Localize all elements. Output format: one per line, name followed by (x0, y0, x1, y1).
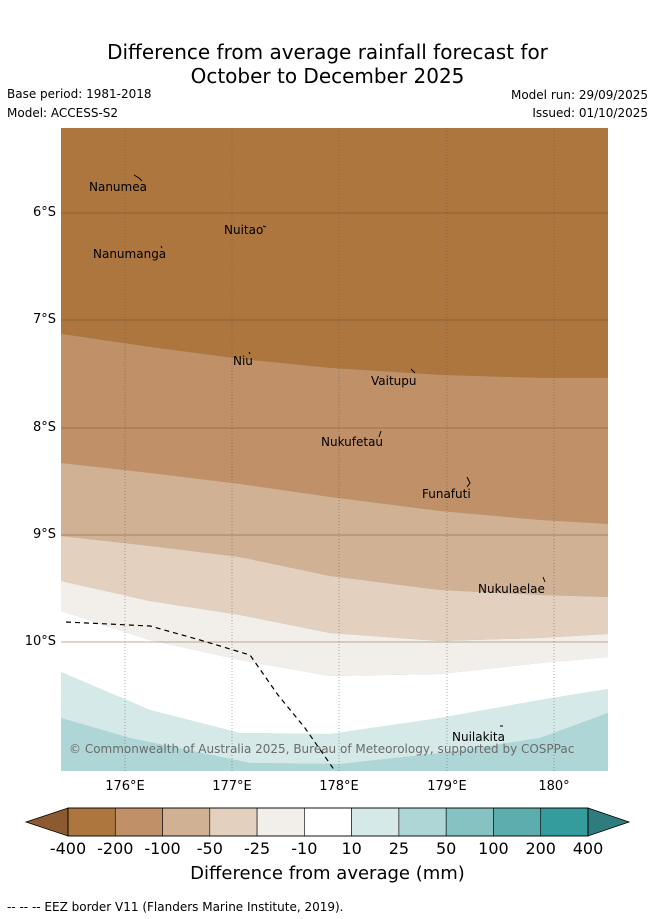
colorbar-frame (67, 807, 589, 837)
colorbar-extend-low (24, 807, 69, 837)
colorbar-tick-label: -25 (244, 839, 271, 858)
issued-date: Issued: 01/10/2025 (532, 106, 648, 120)
colorbar-cell (351, 807, 400, 837)
lat-label-10s: 10°S (24, 634, 56, 649)
place-funafuti: Funafuti (422, 487, 471, 501)
colorbar-cell (493, 807, 542, 837)
colorbar-tick-label: -10 (291, 839, 318, 858)
band-minus-100-200 (61, 334, 608, 524)
model-run-date: Model run: 29/09/2025 (510, 88, 648, 102)
colorbar-cell (162, 807, 211, 837)
island-nuitao (262, 225, 267, 228)
place-vaitupu: Vaitupu (371, 374, 417, 388)
island-nukufetau (378, 430, 382, 438)
colorbar-cell (304, 807, 352, 837)
model-name: Model: ACCESS-S2 (7, 106, 119, 120)
lat-label-7s: 7°S (32, 312, 56, 327)
copyright-notice: © Commonwealth of Australia 2025, Bureau… (69, 742, 575, 756)
island-nukulaelae (542, 576, 546, 583)
lon-label-178e: 178°E (319, 779, 359, 794)
forecast-bands (61, 128, 608, 771)
place-nuitao: Nuitao (224, 223, 264, 237)
band-minus-50-100 (61, 463, 608, 597)
colorbar-cell (114, 807, 163, 837)
island-nanumea (133, 174, 143, 182)
colorbar-cell (398, 807, 447, 837)
colorbar-tick-label: -200 (97, 839, 134, 858)
colorbar-tick-label: 50 (435, 839, 457, 858)
band-neutral (61, 611, 608, 734)
island-vaitupu (410, 368, 416, 374)
title-line-1: Difference from average rainfall forecas… (107, 40, 548, 64)
place-nanumanga: Nanumanga (93, 247, 167, 261)
colorbar-tick-label: -400 (49, 839, 87, 858)
band-10-25 (61, 672, 608, 764)
lat-label-6s: 6°S (32, 205, 56, 220)
colorbar-cells (67, 807, 589, 837)
colorbar-cell (256, 807, 305, 837)
map-title: Difference from average rainfall forecas… (0, 40, 655, 88)
band-25-50 (61, 713, 608, 771)
colorbar-cell (209, 807, 258, 837)
place-niu: Niu (233, 354, 253, 368)
lon-label-179e: 179°E (427, 779, 467, 794)
colorbar-cell (67, 807, 116, 837)
island-niu (248, 351, 251, 355)
island-nanumanga (160, 245, 163, 249)
colorbar-tick-label: -100 (144, 839, 181, 858)
colorbar-tick-label: 400 (572, 839, 604, 858)
place-nukulaelae: Nukulaelae (478, 582, 545, 596)
colorbar (24, 807, 631, 837)
colorbar-title: Difference from average (mm) (190, 863, 465, 884)
lon-label-180: 180° (538, 779, 570, 794)
band-minus-10-25 (61, 581, 608, 676)
island-funafuti (466, 476, 471, 488)
colorbar-cell (540, 807, 589, 837)
band-minus-25-50 (61, 536, 608, 641)
base-period: Base period: 1981-2018 (7, 87, 152, 101)
place-nuilakita: Nuilakita (452, 730, 505, 744)
colorbar-tick-label: 100 (478, 839, 509, 858)
lat-label-8s: 8°S (32, 420, 56, 435)
colorbar-tick-label: -50 (196, 839, 223, 858)
lon-label-177e: 177°E (212, 779, 252, 794)
colorbar-tick-label: 200 (525, 839, 556, 858)
lat-gridlines (61, 212, 608, 643)
lon-label-176e: 176°E (105, 779, 145, 794)
lon-gridlines (124, 128, 555, 771)
colorbar-tick-label: 10 (341, 839, 362, 858)
islands (133, 174, 546, 727)
place-nukufetau: Nukufetau (321, 435, 384, 449)
lat-label-9s: 9°S (32, 527, 56, 542)
eez-border (65, 621, 336, 772)
place-nanumea: Nanumea (89, 180, 147, 194)
eez-note: -- -- -- EEZ border V11 (Flanders Marine… (7, 900, 344, 914)
colorbar-cell (445, 807, 494, 837)
colorbar-extend-high (587, 807, 631, 837)
band-minus-200-400 (61, 128, 608, 378)
colorbar-tick-label: 25 (388, 839, 410, 858)
title-line-2: October to December 2025 (190, 64, 465, 88)
